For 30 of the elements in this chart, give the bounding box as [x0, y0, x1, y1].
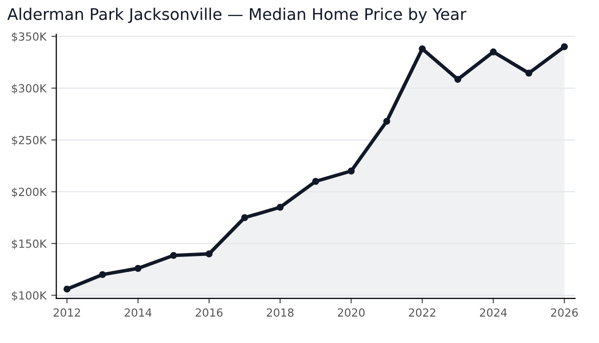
point	[276, 204, 284, 211]
point	[525, 70, 532, 77]
point	[312, 178, 320, 185]
chart-title: Alderman Park Jacksonville — Median Home Price by Year	[7, 8, 466, 24]
point	[63, 286, 70, 293]
point	[383, 118, 390, 125]
point	[348, 168, 355, 174]
x-tick-label: 2026	[551, 308, 578, 317]
point	[241, 214, 248, 222]
point	[206, 250, 213, 258]
x-tick-label: 2022	[408, 308, 436, 317]
x-tick-label: 2016	[196, 308, 223, 317]
y-tick-label: $350K	[12, 32, 47, 42]
y-tick-label: $300K	[12, 84, 47, 94]
y-tick-label: $200K	[12, 188, 47, 198]
y-tick-label: $150K	[12, 239, 47, 250]
y-tick-label: $100K	[12, 291, 47, 302]
x-tick-label: 2020	[338, 308, 365, 317]
point	[99, 271, 106, 278]
point	[134, 264, 142, 272]
point	[418, 45, 426, 52]
x-tick-label: 2012	[54, 308, 80, 317]
point	[490, 48, 497, 56]
y-tick-label: $250K	[12, 136, 47, 146]
x-tick-label: 2018	[266, 308, 294, 317]
point	[560, 43, 568, 50]
point	[454, 76, 462, 83]
x-tick-label: 2024	[480, 308, 507, 317]
x-tick-label: 2014	[124, 308, 152, 317]
point	[170, 252, 178, 259]
